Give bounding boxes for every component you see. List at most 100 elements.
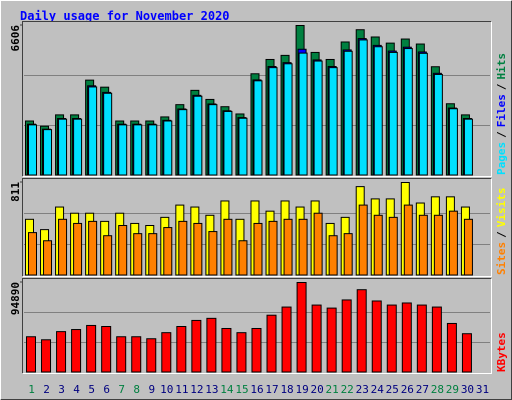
x-tick-label: 4 bbox=[73, 383, 80, 396]
bar bbox=[133, 233, 143, 276]
bar bbox=[253, 222, 263, 276]
bar bbox=[418, 214, 428, 276]
bar bbox=[401, 302, 412, 373]
x-tick-label: 18 bbox=[280, 383, 293, 396]
bar bbox=[133, 124, 143, 176]
x-tick-label: 12 bbox=[190, 383, 203, 396]
x-tick-label: 21 bbox=[326, 383, 339, 396]
bar bbox=[223, 110, 233, 176]
bar bbox=[131, 336, 142, 373]
bar bbox=[328, 67, 338, 176]
bar bbox=[146, 338, 157, 373]
panel-edge-dark bbox=[22, 178, 491, 276]
bar bbox=[358, 204, 368, 276]
bar bbox=[206, 317, 217, 373]
bar bbox=[343, 50, 353, 176]
legend-entry: Pages bbox=[495, 142, 508, 175]
bar bbox=[448, 210, 458, 276]
bar bbox=[178, 109, 188, 176]
x-tick-label: 5 bbox=[88, 383, 95, 396]
legend: Sites / Visits bbox=[495, 188, 508, 276]
panel-edge-light bbox=[23, 279, 492, 374]
bar bbox=[56, 331, 67, 373]
legend-entry: Visits bbox=[495, 188, 508, 228]
x-tick-label: 15 bbox=[235, 383, 248, 396]
x-tick-label: 13 bbox=[205, 383, 218, 396]
x-tick-label: 11 bbox=[175, 383, 188, 396]
bar bbox=[148, 233, 158, 276]
bar bbox=[416, 304, 427, 373]
bar bbox=[191, 319, 202, 373]
bar bbox=[341, 299, 352, 373]
bar bbox=[373, 46, 383, 176]
bar bbox=[298, 218, 308, 276]
bar bbox=[118, 124, 128, 176]
x-tick-label: 23 bbox=[356, 383, 369, 396]
bar bbox=[41, 339, 52, 373]
x-tick-label: 26 bbox=[401, 383, 414, 396]
bar bbox=[86, 324, 97, 373]
x-tick-label: 1 bbox=[28, 383, 35, 396]
bar bbox=[281, 306, 292, 373]
bar bbox=[311, 304, 322, 373]
bar bbox=[28, 232, 37, 276]
bar bbox=[116, 336, 127, 373]
bar bbox=[58, 218, 68, 276]
x-tick-label: 6 bbox=[103, 383, 110, 396]
bar bbox=[446, 322, 457, 373]
bar bbox=[403, 48, 413, 176]
x-tick-label: 25 bbox=[386, 383, 399, 396]
x-tick-label: 31 bbox=[476, 383, 489, 396]
x-tick-label: 20 bbox=[311, 383, 324, 396]
legend-entry: Hits bbox=[495, 53, 508, 80]
bar bbox=[176, 325, 187, 373]
bar bbox=[148, 124, 158, 176]
x-tick-label: 2 bbox=[43, 383, 50, 396]
bar bbox=[403, 204, 413, 276]
bar bbox=[221, 327, 232, 373]
bar bbox=[373, 214, 383, 276]
x-tick-label: 3 bbox=[58, 383, 65, 396]
x-tick-label: 7 bbox=[118, 383, 125, 396]
bar bbox=[28, 124, 37, 176]
x-tick-label: 14 bbox=[220, 383, 234, 396]
bar bbox=[313, 212, 323, 276]
bar bbox=[71, 329, 82, 373]
legend: Pages / Files / Hits bbox=[495, 53, 508, 175]
panel-edge-dark bbox=[22, 21, 491, 176]
bar bbox=[388, 51, 398, 176]
panel-edge-light bbox=[23, 179, 492, 277]
bar bbox=[298, 52, 308, 176]
bar bbox=[193, 222, 203, 276]
bar bbox=[223, 218, 233, 276]
x-tick-label: 10 bbox=[160, 383, 173, 396]
y-tick-label: 811 bbox=[9, 182, 22, 202]
bar bbox=[251, 327, 262, 373]
bar bbox=[88, 86, 98, 176]
bar bbox=[463, 218, 473, 276]
x-tick-label: 22 bbox=[341, 383, 354, 396]
bar bbox=[101, 325, 112, 373]
bar bbox=[433, 73, 443, 176]
bar bbox=[461, 333, 472, 373]
chart-title: Daily usage for November 2020 bbox=[20, 9, 230, 23]
bar bbox=[238, 117, 248, 176]
bar bbox=[208, 104, 218, 176]
bar bbox=[26, 336, 36, 373]
bar bbox=[161, 332, 172, 373]
bar bbox=[163, 227, 173, 276]
bar bbox=[163, 120, 173, 176]
x-tick-label: 9 bbox=[148, 383, 155, 396]
bar bbox=[268, 67, 278, 176]
bar bbox=[283, 63, 293, 176]
x-tick-label: 30 bbox=[461, 383, 474, 396]
bar bbox=[238, 240, 248, 276]
bar bbox=[358, 39, 368, 176]
panel-edge-dark bbox=[22, 278, 491, 373]
bar bbox=[103, 235, 113, 276]
bar bbox=[103, 92, 113, 176]
bar bbox=[371, 300, 382, 373]
bar bbox=[118, 225, 128, 276]
bar bbox=[386, 304, 397, 373]
